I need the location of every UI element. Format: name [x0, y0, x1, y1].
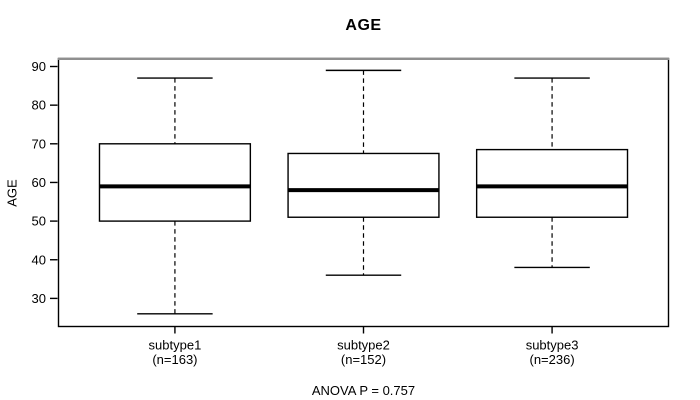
x-category-sublabel: (n=236) [529, 352, 574, 367]
y-tick-label: 60 [32, 175, 46, 190]
box-iqr [475, 148, 629, 218]
chart-title: AGE [345, 17, 382, 34]
plot-area: 30 40 50 60 70 80 90 subtype1 (n=163) subtype2 (n=… [32, 57, 670, 367]
y-tick-label: 30 [32, 291, 46, 306]
x-category-sublabel: (n=163) [152, 352, 197, 367]
x-category-label: subtype1 [149, 338, 202, 353]
x-category-sublabel: (n=152) [341, 352, 386, 367]
anova-annotation: ANOVA P = 0.757 [311, 383, 416, 398]
x-category-label: subtype2 [337, 338, 390, 353]
y-axis-label: AGE [4, 179, 20, 207]
box-iqr [287, 152, 440, 218]
y-tick-label: 80 [32, 98, 46, 113]
y-tick-label: 50 [32, 214, 46, 229]
y-tick-label: 90 [32, 59, 46, 74]
y-tick-label: 70 [32, 136, 46, 151]
box-iqr [98, 143, 252, 222]
x-category-label: subtype3 [526, 338, 579, 353]
boxplot-canvas: 30405060708090subtype1(n=163)subtype2(n=… [32, 57, 670, 367]
y-tick-label: 40 [32, 252, 46, 267]
